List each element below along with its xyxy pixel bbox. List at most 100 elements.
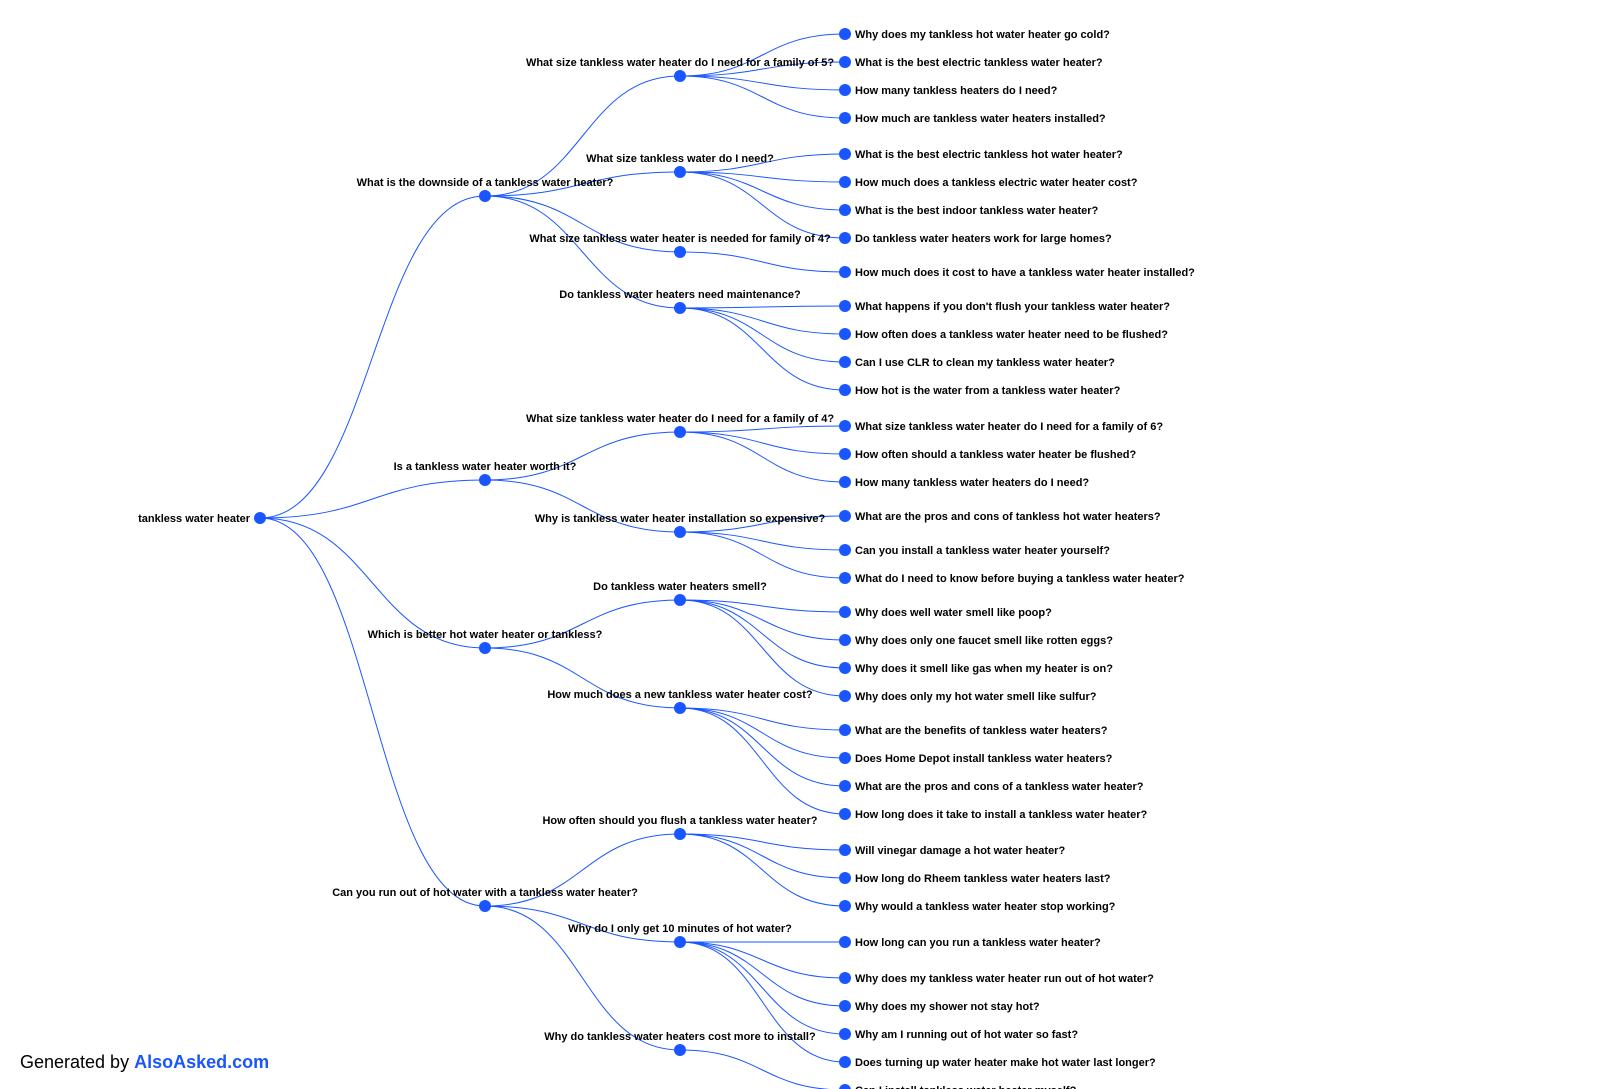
tree-node[interactable] xyxy=(839,808,851,820)
node-label: Why do I only get 10 minutes of hot wate… xyxy=(568,923,792,935)
node-label: How much does a tankless electric water … xyxy=(855,177,1138,189)
node-label: Why does my shower not stay hot? xyxy=(855,1001,1040,1013)
node-label: Why do tankless water heaters cost more … xyxy=(544,1031,816,1043)
node-label: How many tankless water heaters do I nee… xyxy=(855,477,1089,489)
node-label: What are the benefits of tankless water … xyxy=(855,725,1108,737)
node-label: Why am I running out of hot water so fas… xyxy=(855,1029,1078,1041)
tree-edge xyxy=(680,76,845,118)
tree-node[interactable] xyxy=(839,724,851,736)
node-label: What size tankless water heater is neede… xyxy=(529,233,831,245)
tree-node[interactable] xyxy=(479,900,491,912)
tree-node[interactable] xyxy=(839,690,851,702)
tree-node[interactable] xyxy=(839,1000,851,1012)
tree-node[interactable] xyxy=(479,190,491,202)
tree-edge xyxy=(680,306,845,308)
tree-node[interactable] xyxy=(674,936,686,948)
tree-node[interactable] xyxy=(479,474,491,486)
node-label: Why does my tankless hot water heater go… xyxy=(855,29,1110,41)
tree-edge xyxy=(680,600,845,696)
node-label: Is a tankless water heater worth it? xyxy=(394,461,577,473)
node-label: How often does a tankless water heater n… xyxy=(855,329,1168,341)
tree-edge xyxy=(680,708,845,814)
tree-node[interactable] xyxy=(839,176,851,188)
tree-node[interactable] xyxy=(839,972,851,984)
tree-node[interactable] xyxy=(839,56,851,68)
root-node[interactable] xyxy=(254,512,266,524)
tree-node[interactable] xyxy=(674,702,686,714)
node-label: How much does it cost to have a tankless… xyxy=(855,267,1195,279)
tree-node[interactable] xyxy=(839,28,851,40)
tree-node[interactable] xyxy=(674,302,686,314)
tree-edge xyxy=(680,708,845,786)
tree-edge xyxy=(260,518,485,906)
tree-edge xyxy=(680,532,845,550)
node-label: What size tankless water heater do I nee… xyxy=(855,421,1163,433)
tree-node[interactable] xyxy=(839,544,851,556)
tree-node[interactable] xyxy=(839,572,851,584)
tree-node[interactable] xyxy=(674,166,686,178)
tree-node[interactable] xyxy=(839,1084,851,1089)
node-label: What size tankless water do I need? xyxy=(586,153,774,165)
tree-node[interactable] xyxy=(839,936,851,948)
node-label: What happens if you don't flush your tan… xyxy=(855,301,1170,313)
tree-node[interactable] xyxy=(839,266,851,278)
tree-node[interactable] xyxy=(674,70,686,82)
tree-node[interactable] xyxy=(674,594,686,606)
node-label: Can I use CLR to clean my tankless water… xyxy=(855,357,1115,369)
node-label: Why does it smell like gas when my heate… xyxy=(855,663,1113,675)
tree-node[interactable] xyxy=(674,246,686,258)
node-label: How much are tankless water heaters inst… xyxy=(855,113,1106,125)
tree-node[interactable] xyxy=(839,384,851,396)
tree-edge xyxy=(680,942,845,1034)
tree-node[interactable] xyxy=(839,300,851,312)
footer-brand-link[interactable]: AlsoAsked.com xyxy=(134,1052,269,1072)
tree-edge xyxy=(680,942,845,978)
tree-node[interactable] xyxy=(839,1056,851,1068)
tree-node[interactable] xyxy=(674,1044,686,1056)
tree-node[interactable] xyxy=(839,420,851,432)
node-label: How much does a new tankless water heate… xyxy=(547,689,813,701)
tree-node[interactable] xyxy=(839,606,851,618)
node-label: How hot is the water from a tankless wat… xyxy=(855,385,1121,397)
tree-node[interactable] xyxy=(839,148,851,160)
tree-node[interactable] xyxy=(839,328,851,340)
tree-node[interactable] xyxy=(839,872,851,884)
diagram-container: tankless water heaterWhat is the downsid… xyxy=(0,0,1600,1089)
tree-node[interactable] xyxy=(839,204,851,216)
tree-node[interactable] xyxy=(839,84,851,96)
tree-node[interactable] xyxy=(839,476,851,488)
node-label: Why is tankless water heater installatio… xyxy=(535,513,826,525)
tree-edge xyxy=(680,942,845,1006)
tree-node[interactable] xyxy=(674,426,686,438)
tree-node[interactable] xyxy=(839,662,851,674)
tree-node[interactable] xyxy=(479,642,491,654)
node-label: Do tankless water heaters smell? xyxy=(593,581,767,593)
node-label: Will vinegar damage a hot water heater? xyxy=(855,845,1065,857)
node-label: Can you run out of hot water with a tank… xyxy=(332,887,638,899)
node-label: What is the downside of a tankless water… xyxy=(357,177,614,189)
tree-node[interactable] xyxy=(839,510,851,522)
tree-edge xyxy=(680,172,845,210)
node-label: What are the pros and cons of tankless h… xyxy=(855,511,1161,523)
tree-node[interactable] xyxy=(839,112,851,124)
tree-node[interactable] xyxy=(839,900,851,912)
tree-node[interactable] xyxy=(839,448,851,460)
nodes-group: tankless water heaterWhat is the downsid… xyxy=(138,28,1195,1089)
tree-edge xyxy=(680,600,845,668)
tree-node[interactable] xyxy=(839,1028,851,1040)
tree-node[interactable] xyxy=(839,752,851,764)
tree-node[interactable] xyxy=(839,356,851,368)
tree-node[interactable] xyxy=(839,232,851,244)
tree-node[interactable] xyxy=(674,828,686,840)
tree-edge xyxy=(680,308,845,362)
tree-node[interactable] xyxy=(674,526,686,538)
tree-node[interactable] xyxy=(839,634,851,646)
tree-edge xyxy=(680,708,845,758)
node-label: Why would a tankless water heater stop w… xyxy=(855,901,1116,913)
tree-edge xyxy=(260,480,485,518)
footer-prefix: Generated by xyxy=(20,1052,134,1072)
tree-node[interactable] xyxy=(839,844,851,856)
node-label: What size tankless water heater do I nee… xyxy=(526,413,834,425)
tree-node[interactable] xyxy=(839,780,851,792)
tree-diagram: tankless water heaterWhat is the downsid… xyxy=(0,0,1600,1089)
